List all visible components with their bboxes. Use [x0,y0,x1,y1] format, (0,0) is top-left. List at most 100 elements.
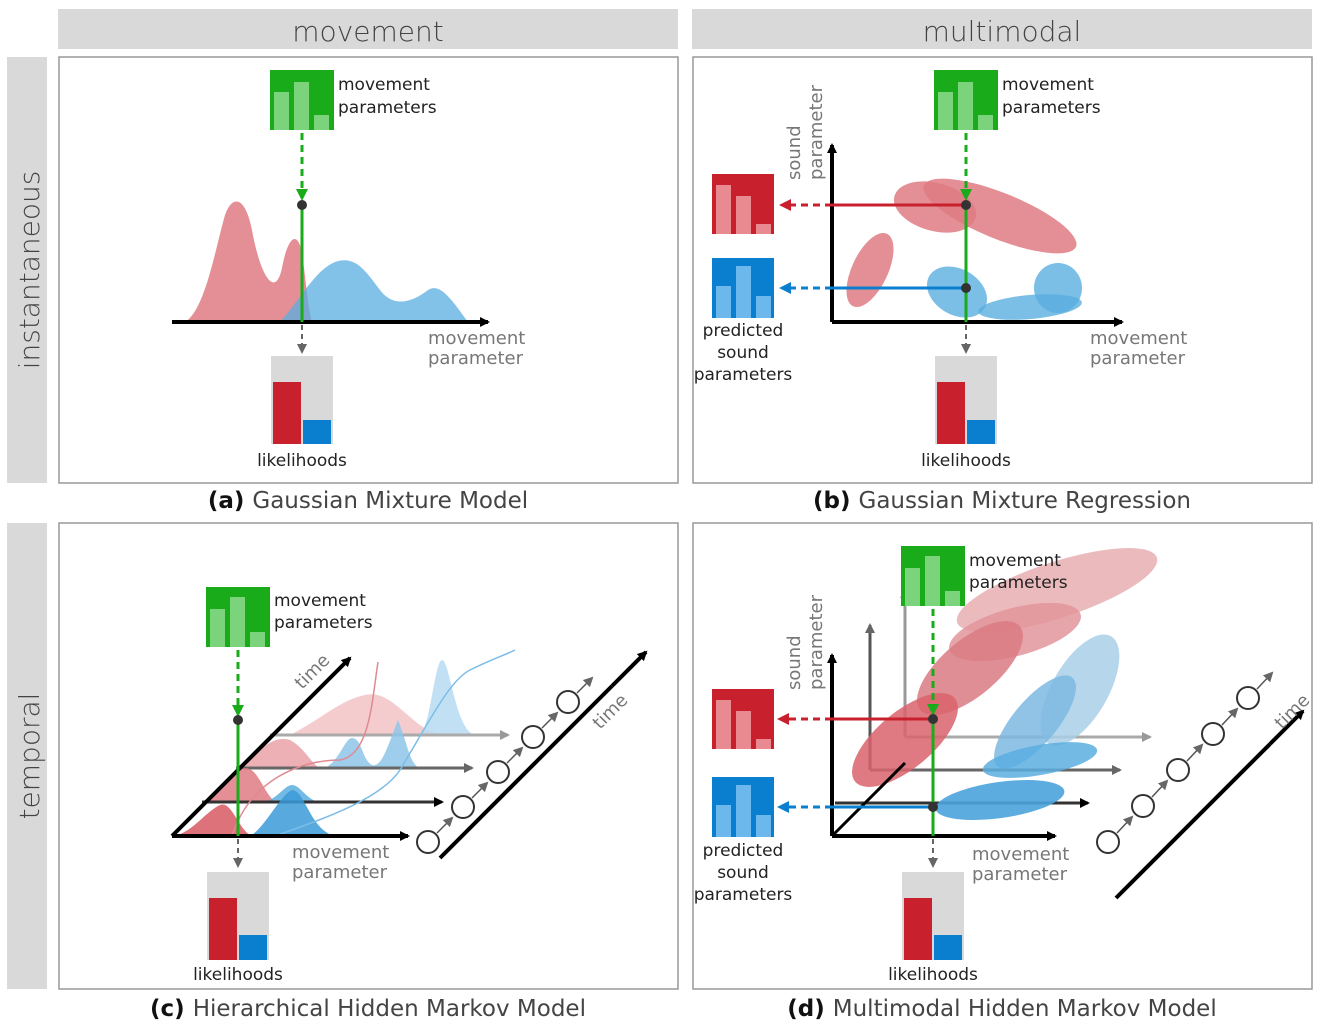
blue-state-1 [935,780,1065,820]
time-axis [170,656,352,838]
axis-label-movement: movement [292,842,389,863]
predicted-label-2: sound [717,863,769,883]
row-header-temporal-text: temporal [13,693,46,820]
axis-label-parameter: parameter [292,862,388,883]
markov-chain [416,690,580,854]
hidden-state-5 [556,690,580,714]
panel-c: time movement parameter time movemen [170,587,648,985]
caption-d-letter: (d) [787,996,825,1022]
caption-d: (d) Multimodal Hidden Markov Model [787,996,1216,1022]
movement-parameters-label-1: movement [338,75,430,95]
caption-d-title: Multimodal Hidden Markov Model [833,996,1217,1022]
axis-label-sound-parameter: parameter [806,594,827,690]
predicted-label-3: parameters [694,885,793,905]
axis-label-movement: movement [428,328,525,349]
markov-transitions [1116,671,1274,834]
caption-b-letter: (b) [813,488,851,514]
predicted-red-sound-icon [712,689,774,749]
row-header-instantaneous-text: instantaneous [13,171,46,370]
predicted-blue-sound-icon [712,777,774,837]
hidden-state-3 [1166,758,1190,782]
hidden-state-4 [521,725,545,749]
time-label-right: time [589,690,633,734]
panel-d-frame [692,522,1313,990]
query-point-blue [961,283,971,293]
movement-parameters-icon [206,587,270,647]
markov-chain [1096,686,1260,854]
panel-b: movement parameter sound parameter movem… [694,70,1187,471]
caption-a-title: Gaussian Mixture Model [252,488,528,514]
query-point-red [961,200,971,210]
axis-label-sound-parameter: parameter [806,84,827,180]
state-4-blue-density [420,660,475,735]
predicted-red-sound-icon [712,174,774,234]
caption-a-letter: (a) [208,488,245,514]
hidden-state-2 [451,795,475,819]
query-point [297,200,307,210]
query-point [233,715,243,725]
caption-c-title: Hierarchical Hidden Markov Model [193,996,586,1022]
state-1-blue-density [250,790,335,836]
panel-a: movement parameter movement parameters l… [172,70,525,471]
axis-label-movement: movement [1090,328,1187,349]
column-header-multimodal: multimodal [692,9,1312,49]
blue-trajectory [274,649,516,837]
caption-c: (c) Hierarchical Hidden Markov Model [150,996,586,1022]
panel-a-frame [58,56,679,484]
movement-parameters-label-1: movement [274,591,366,611]
blue-density [280,260,468,322]
movement-parameters-label-2: parameters [274,613,373,633]
state-2-red-density [205,768,275,802]
state-3-red-density [240,739,320,768]
predicted-label-1: predicted [703,321,784,341]
movement-parameters-label-2: parameters [969,573,1068,593]
likelihoods-icon [271,356,333,444]
chain-time-axis [1114,742,1272,900]
column-header-multimodal-text: multimodal [923,15,1082,48]
likelihoods-label: likelihoods [193,965,283,985]
red-state-2 [917,621,1023,715]
movement-parameters-label-2: parameters [1002,98,1101,118]
predicted-label-2: sound [717,343,769,363]
predicted-label-1: predicted [703,841,784,861]
likelihoods-icon [207,872,269,960]
query-point-red [928,714,938,724]
movement-parameters-icon [270,70,334,130]
axis-label-sound: sound [784,635,805,690]
blue-state-3 [994,675,1076,769]
axis-label-parameter: parameter [972,864,1068,885]
red-density [185,201,312,322]
red-component-2 [893,181,977,233]
axis-label-parameter: parameter [1090,348,1186,369]
likelihoods-label: likelihoods [921,451,1011,471]
time-label: time [1271,690,1315,734]
panel-c-frame [58,522,679,990]
red-component-3 [846,232,894,308]
likelihoods-label: likelihoods [257,451,347,471]
blue-component-3 [1034,263,1082,313]
row-header-instantaneous: instantaneous [7,57,47,483]
panel-b-frame [692,56,1313,484]
movement-parameters-icon [934,70,998,130]
chain-time-axis [438,684,614,860]
caption-b: (b) Gaussian Mixture Regression [813,488,1191,514]
axis-label-parameter: parameter [428,348,524,369]
query-point-blue [928,802,938,812]
red-trajectory [231,661,379,837]
hidden-state-5 [1236,686,1260,710]
likelihoods-label: likelihoods [888,965,978,985]
predicted-blue-sound-icon [712,258,774,318]
axis-label-sound: sound [784,125,805,180]
row-header-temporal: temporal [7,523,47,989]
caption-a: (a) Gaussian Mixture Model [208,488,528,514]
column-header-movement: movement [58,9,678,49]
likelihoods-icon [935,356,997,444]
hidden-state-3 [486,760,510,784]
axis-label-movement: movement [972,844,1069,865]
chain-time-arrow [610,650,648,688]
blue-component-1 [926,266,988,318]
predicted-label-3: parameters [694,365,793,385]
movement-parameters-icon [901,546,965,606]
chain-time-arrow [1268,709,1305,746]
markov-transitions [436,676,594,834]
